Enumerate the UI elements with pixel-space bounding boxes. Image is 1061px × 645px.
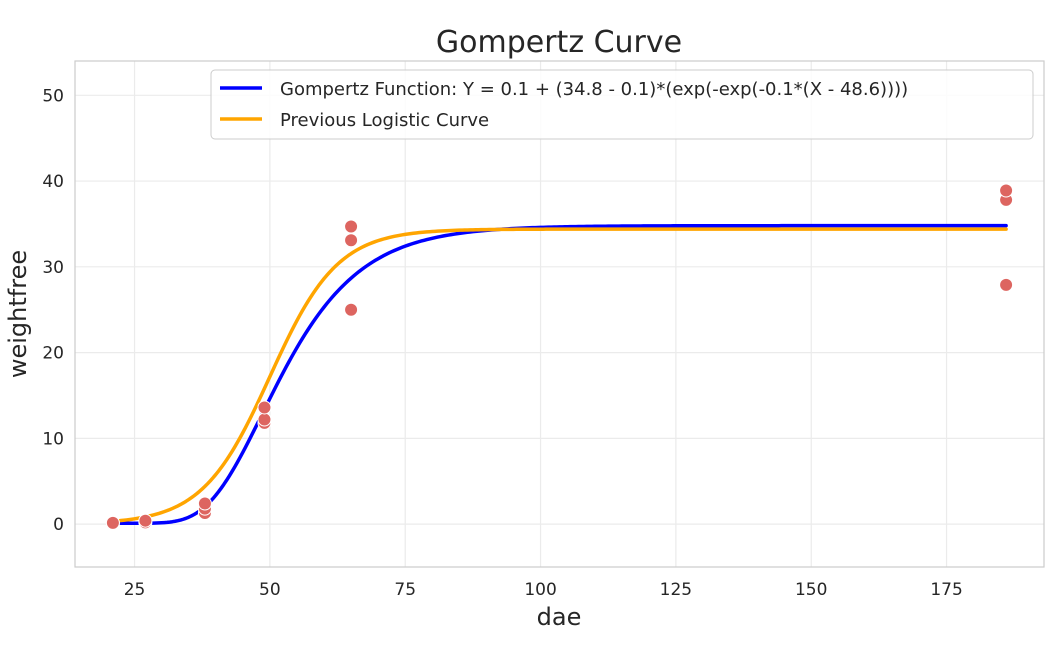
x-tick-label: 50 bbox=[259, 580, 281, 600]
x-axis-label: dae bbox=[537, 603, 582, 631]
legend-label-gompertz: Gompertz Function: Y = 0.1 + (34.8 - 0.1… bbox=[280, 79, 908, 100]
x-tick-label: 175 bbox=[930, 580, 962, 600]
data-point bbox=[257, 412, 272, 427]
x-tick-label: 150 bbox=[795, 580, 827, 600]
axis-tick-labels: 25 50 75 100 125 150 175 0 10 20 30 40 50 bbox=[42, 86, 962, 600]
data-point bbox=[138, 513, 153, 528]
plot-area-frame bbox=[74, 60, 1045, 568]
series-line-gompertz bbox=[111, 223, 1008, 526]
y-axis-label: weightfree bbox=[4, 250, 32, 378]
x-tick-label: 75 bbox=[394, 580, 416, 600]
data-point bbox=[257, 400, 272, 415]
legend: Gompertz Function: Y = 0.1 + (34.8 - 0.1… bbox=[210, 69, 1034, 140]
y-tick-label: 40 bbox=[42, 172, 64, 192]
y-tick-label: 0 bbox=[53, 515, 64, 535]
data-points bbox=[105, 183, 1014, 531]
data-point bbox=[344, 302, 359, 317]
fitted-curves bbox=[111, 223, 1008, 526]
y-tick-label: 10 bbox=[42, 429, 64, 449]
data-point bbox=[999, 183, 1014, 198]
legend-label-logistic: Previous Logistic Curve bbox=[280, 110, 489, 131]
x-tick-label: 100 bbox=[524, 580, 556, 600]
y-tick-label: 20 bbox=[42, 344, 64, 364]
data-point bbox=[344, 233, 359, 248]
data-point bbox=[999, 277, 1014, 292]
y-tick-label: 30 bbox=[42, 258, 64, 278]
data-point bbox=[344, 219, 359, 234]
data-point bbox=[105, 515, 120, 530]
x-tick-label: 25 bbox=[124, 580, 146, 600]
data-point bbox=[197, 496, 212, 511]
chart-title: Gompertz Curve bbox=[436, 25, 682, 60]
x-tick-label: 125 bbox=[660, 580, 692, 600]
y-tick-label: 50 bbox=[42, 86, 64, 106]
series-line-logistic bbox=[111, 227, 1008, 524]
legend-box bbox=[210, 69, 1034, 140]
